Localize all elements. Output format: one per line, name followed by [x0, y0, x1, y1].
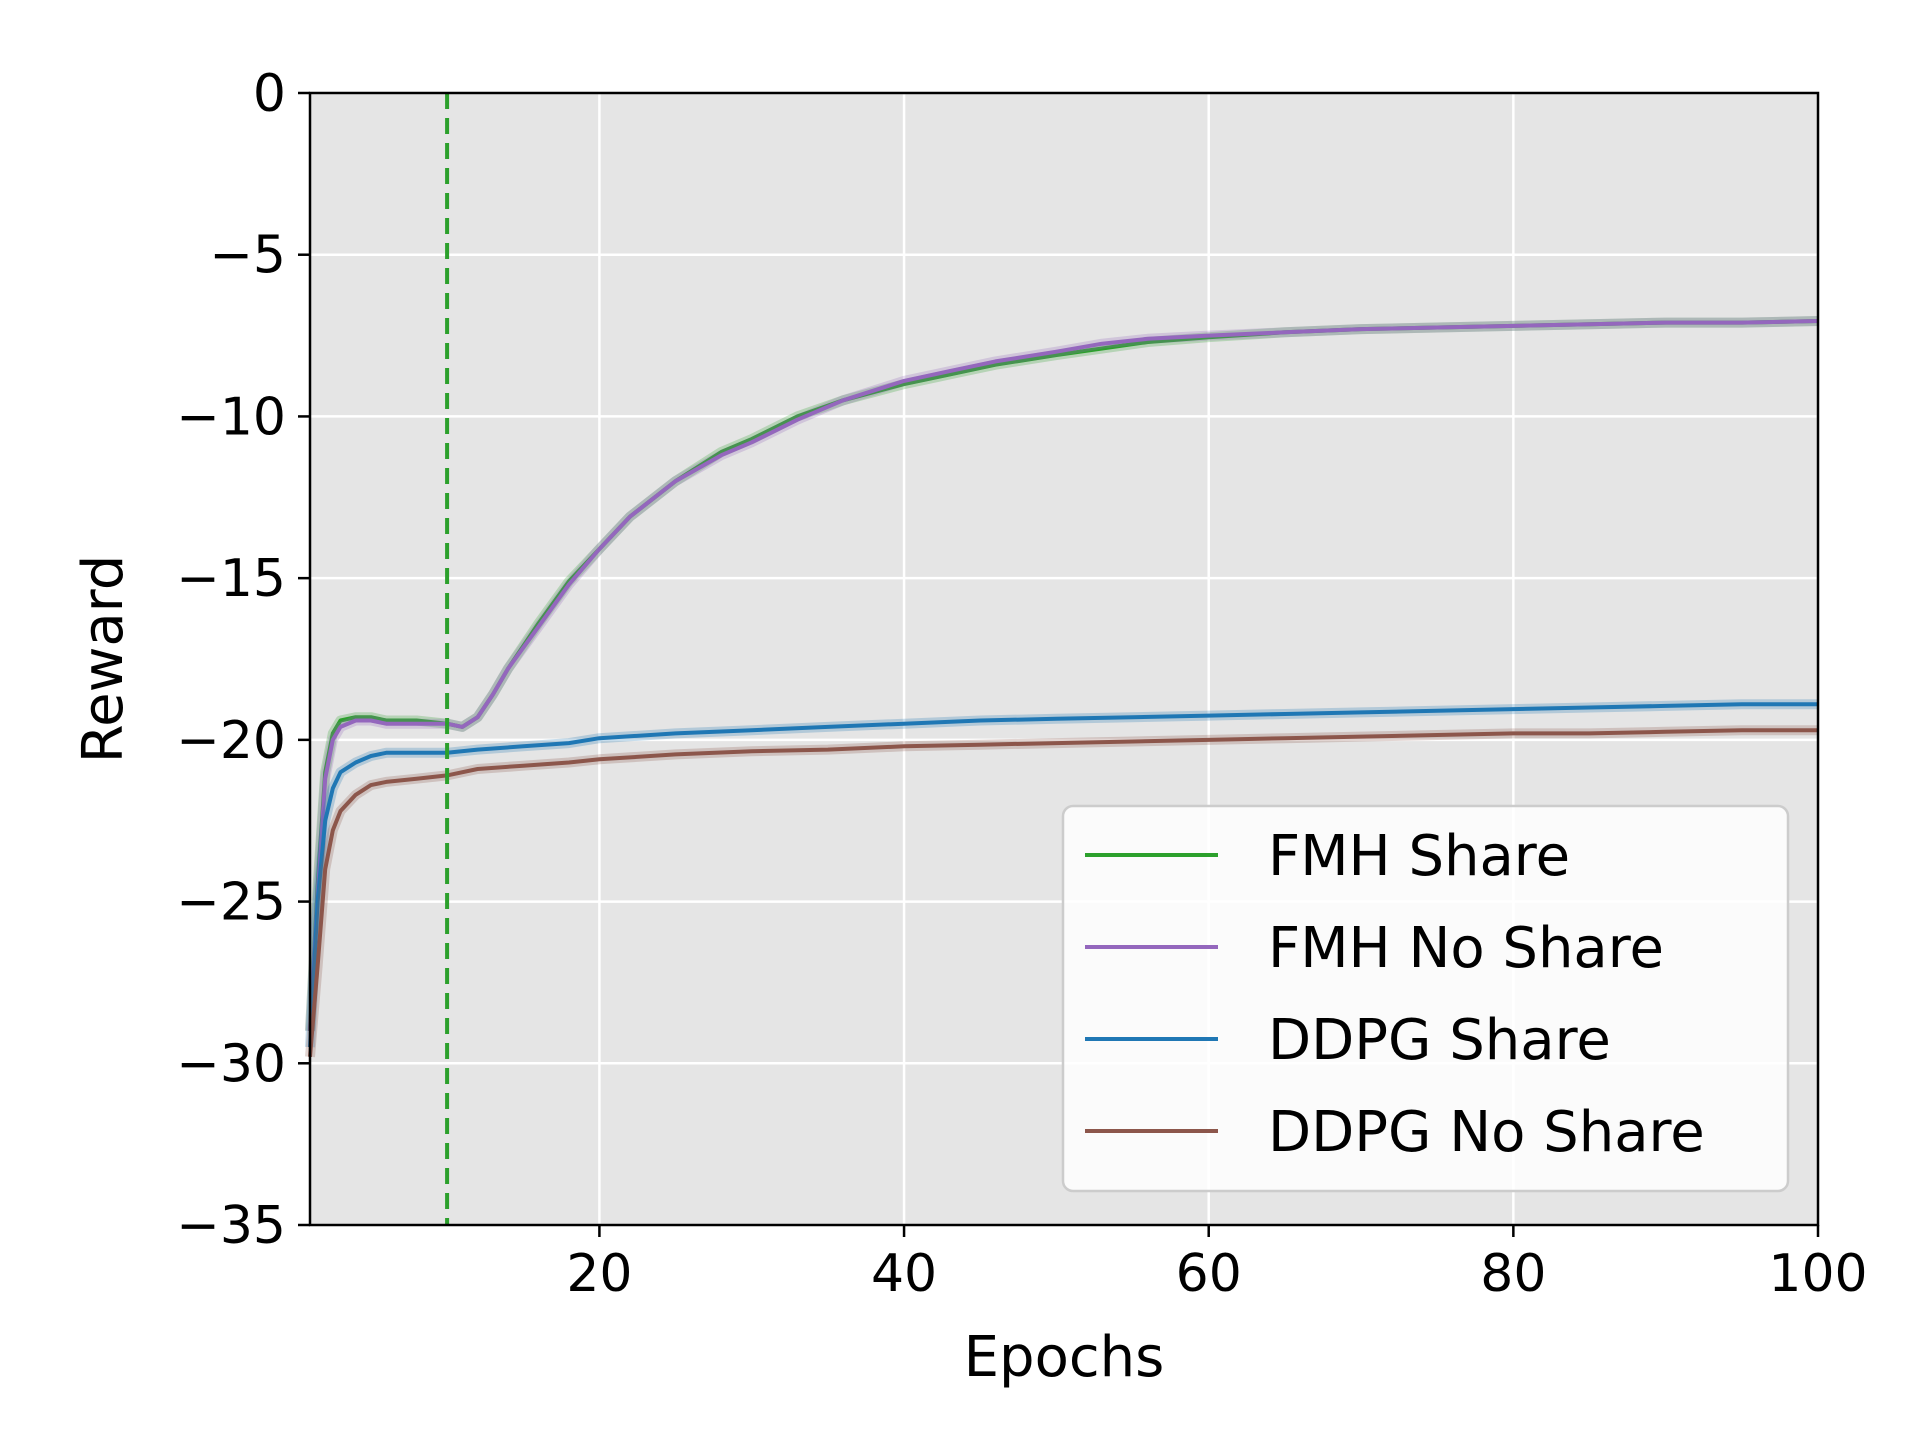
legend-label-2: DDPG Share — [1268, 1008, 1611, 1073]
y-axis-label: Reward — [71, 555, 136, 764]
series-line-3 — [308, 728, 1818, 1057]
legend-label-0: FMH Share — [1268, 824, 1570, 889]
x-axis-label: Epochs — [964, 1325, 1165, 1390]
series-line-2 — [308, 702, 1818, 1048]
x-tick-label: 20 — [566, 1244, 632, 1304]
x-tick-label: 40 — [871, 1244, 937, 1304]
legend-box — [1061, 804, 1790, 1193]
y-tick-label: 0 — [253, 64, 286, 124]
y-tick-label: −20 — [176, 711, 286, 771]
plot-frame — [308, 91, 1820, 1227]
y-tick-label: −15 — [176, 549, 286, 609]
legend-label-1: FMH No Share — [1268, 916, 1664, 981]
legend-label-3: DDPG No Share — [1268, 1100, 1705, 1165]
series-layer — [305, 316, 1819, 1058]
y-tick-label: −25 — [176, 873, 286, 933]
legend: FMH Share FMH No Share DDPG Share DDPG No S… — [1061, 804, 1790, 1193]
y-tick-label: −10 — [176, 387, 286, 447]
y-tick-label: −30 — [176, 1034, 286, 1094]
axis-ticks: 20 40 60 80 100 0 −5 −10 −15 −20 −25 −30 −35 — [176, 64, 1867, 1304]
series-line-1 — [308, 319, 1819, 1032]
x-tick-label: 80 — [1480, 1244, 1546, 1304]
x-tick-label: 100 — [1768, 1244, 1867, 1304]
y-tick-label: −35 — [176, 1196, 286, 1256]
x-tick-label: 60 — [1176, 1244, 1242, 1304]
y-tick-label: −5 — [209, 226, 286, 286]
